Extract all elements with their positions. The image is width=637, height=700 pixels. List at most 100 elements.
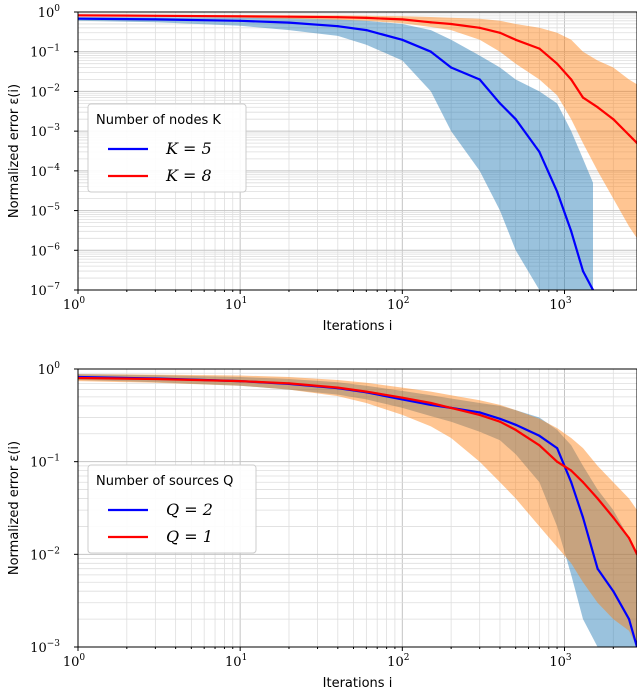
y-tick-label: 10−5	[30, 203, 60, 220]
y-tick-label: 100	[38, 4, 61, 21]
plot-area	[78, 14, 637, 290]
y-tick-label: 10−7	[30, 282, 60, 299]
x-tick-label: 102	[387, 653, 409, 670]
plot-area	[78, 374, 637, 647]
series-1-point	[514, 423, 517, 426]
legend-box	[87, 103, 247, 193]
x-tick-label: 103	[549, 296, 572, 313]
series-1-point	[450, 66, 453, 69]
x-axis-label: Iterations i	[323, 676, 393, 691]
legend-label-2: K = 8	[165, 166, 212, 185]
series-2-point	[401, 396, 404, 399]
series-1-point	[627, 618, 631, 621]
y-axis-label: Normalized error ε(i)	[7, 441, 22, 575]
series-2-point	[581, 481, 585, 484]
series-2-point	[514, 428, 517, 431]
series-2-point	[154, 14, 157, 17]
series-1-point	[429, 403, 432, 406]
y-tick-label: 10−1	[30, 44, 60, 61]
series-2-point	[612, 118, 615, 121]
series-1-point	[498, 102, 502, 105]
series-1-point	[612, 590, 615, 593]
x-tick-label: 101	[225, 296, 247, 313]
series-1-point	[538, 150, 541, 153]
series-1-point	[478, 78, 481, 81]
series-1-point	[570, 230, 573, 233]
series-2-point	[336, 16, 339, 19]
series-2-line	[78, 376, 637, 555]
series-2-line	[78, 14, 637, 144]
axes-frame	[77, 11, 637, 291]
series-2-point	[239, 380, 242, 383]
series-1-point	[596, 567, 599, 570]
series-2-point	[570, 469, 573, 472]
y-tick-label: 10−3	[30, 639, 60, 656]
series-2-point	[556, 62, 559, 65]
series-2-point	[498, 420, 502, 423]
series-2-point	[627, 133, 631, 137]
series-1-point	[498, 417, 502, 420]
series-1-point	[556, 190, 559, 193]
y-tick-label: 10−2	[30, 546, 60, 563]
series-2-point	[596, 106, 599, 109]
series-2-point	[612, 516, 615, 519]
series-1-point	[478, 411, 481, 414]
series-2-point	[478, 26, 481, 29]
series-2-band	[78, 374, 637, 647]
legend-title: Number of sources Q	[96, 474, 233, 489]
series-2-point	[365, 390, 368, 393]
series-1-point	[336, 25, 339, 28]
series-1-point	[365, 29, 368, 32]
series-2-point	[627, 536, 631, 540]
series-2-point	[154, 377, 157, 381]
series-2-point	[429, 21, 432, 24]
series-2-point	[538, 47, 541, 50]
legend-label-1: Q = 2	[166, 500, 213, 519]
series-1-point	[429, 50, 432, 53]
series-2-point	[514, 38, 517, 41]
series-1-point	[581, 270, 585, 273]
series-1-point	[287, 21, 291, 24]
series-2-point	[538, 444, 541, 447]
series-2-point	[556, 460, 559, 463]
series-2-point	[287, 382, 291, 385]
series-1-point	[538, 434, 541, 437]
series-1-point	[239, 19, 242, 22]
legend: Number of sources Q Q = 2 Q = 1	[87, 464, 257, 554]
series-2-point	[401, 18, 404, 21]
series-2-point	[287, 15, 291, 18]
series-2-point	[450, 22, 453, 26]
legend: Number of nodes K K = 5 K = 8	[87, 103, 247, 193]
series-2-point	[498, 31, 502, 34]
y-tick-label: 10−6	[30, 242, 60, 259]
y-tick-label: 10−2	[30, 83, 60, 100]
x-tick-label: 100	[63, 296, 86, 313]
series-2-point	[570, 78, 573, 81]
y-tick-label: 100	[38, 361, 61, 378]
series-1-point	[556, 447, 559, 450]
legend-label-2: Q = 1	[166, 527, 213, 546]
y-tick-label: 10−3	[30, 123, 60, 140]
series-2-point	[365, 16, 368, 19]
series-1-point	[401, 38, 404, 41]
chart-panel-1: 100 101 102 103 100 10−1 10−2 10−3 10−4 10−5 10−6 1…	[7, 4, 637, 334]
legend-label-1: K = 5	[165, 139, 212, 158]
series-1-point	[581, 516, 585, 519]
grid	[77, 368, 637, 648]
legend-box	[87, 464, 257, 554]
x-tick-label: 103	[549, 653, 572, 670]
y-axis-label: Normalized error ε(i)	[7, 84, 22, 218]
series-2-point	[478, 413, 481, 416]
x-axis-label: Iterations i	[323, 319, 393, 334]
series-2-point	[336, 386, 339, 389]
y-tick-label: 10−4	[30, 163, 60, 180]
series-2-point	[581, 96, 585, 99]
series-1-point	[570, 481, 573, 484]
chart-panel-2: 100 101 102 103 100 10−1 10−2 10−3 Iterations i N…	[7, 361, 637, 691]
series-1-point	[154, 18, 157, 21]
series-2-point	[450, 406, 453, 409]
axes-frame	[77, 368, 637, 648]
series-1-point	[514, 118, 517, 121]
series-2-point	[429, 401, 432, 405]
